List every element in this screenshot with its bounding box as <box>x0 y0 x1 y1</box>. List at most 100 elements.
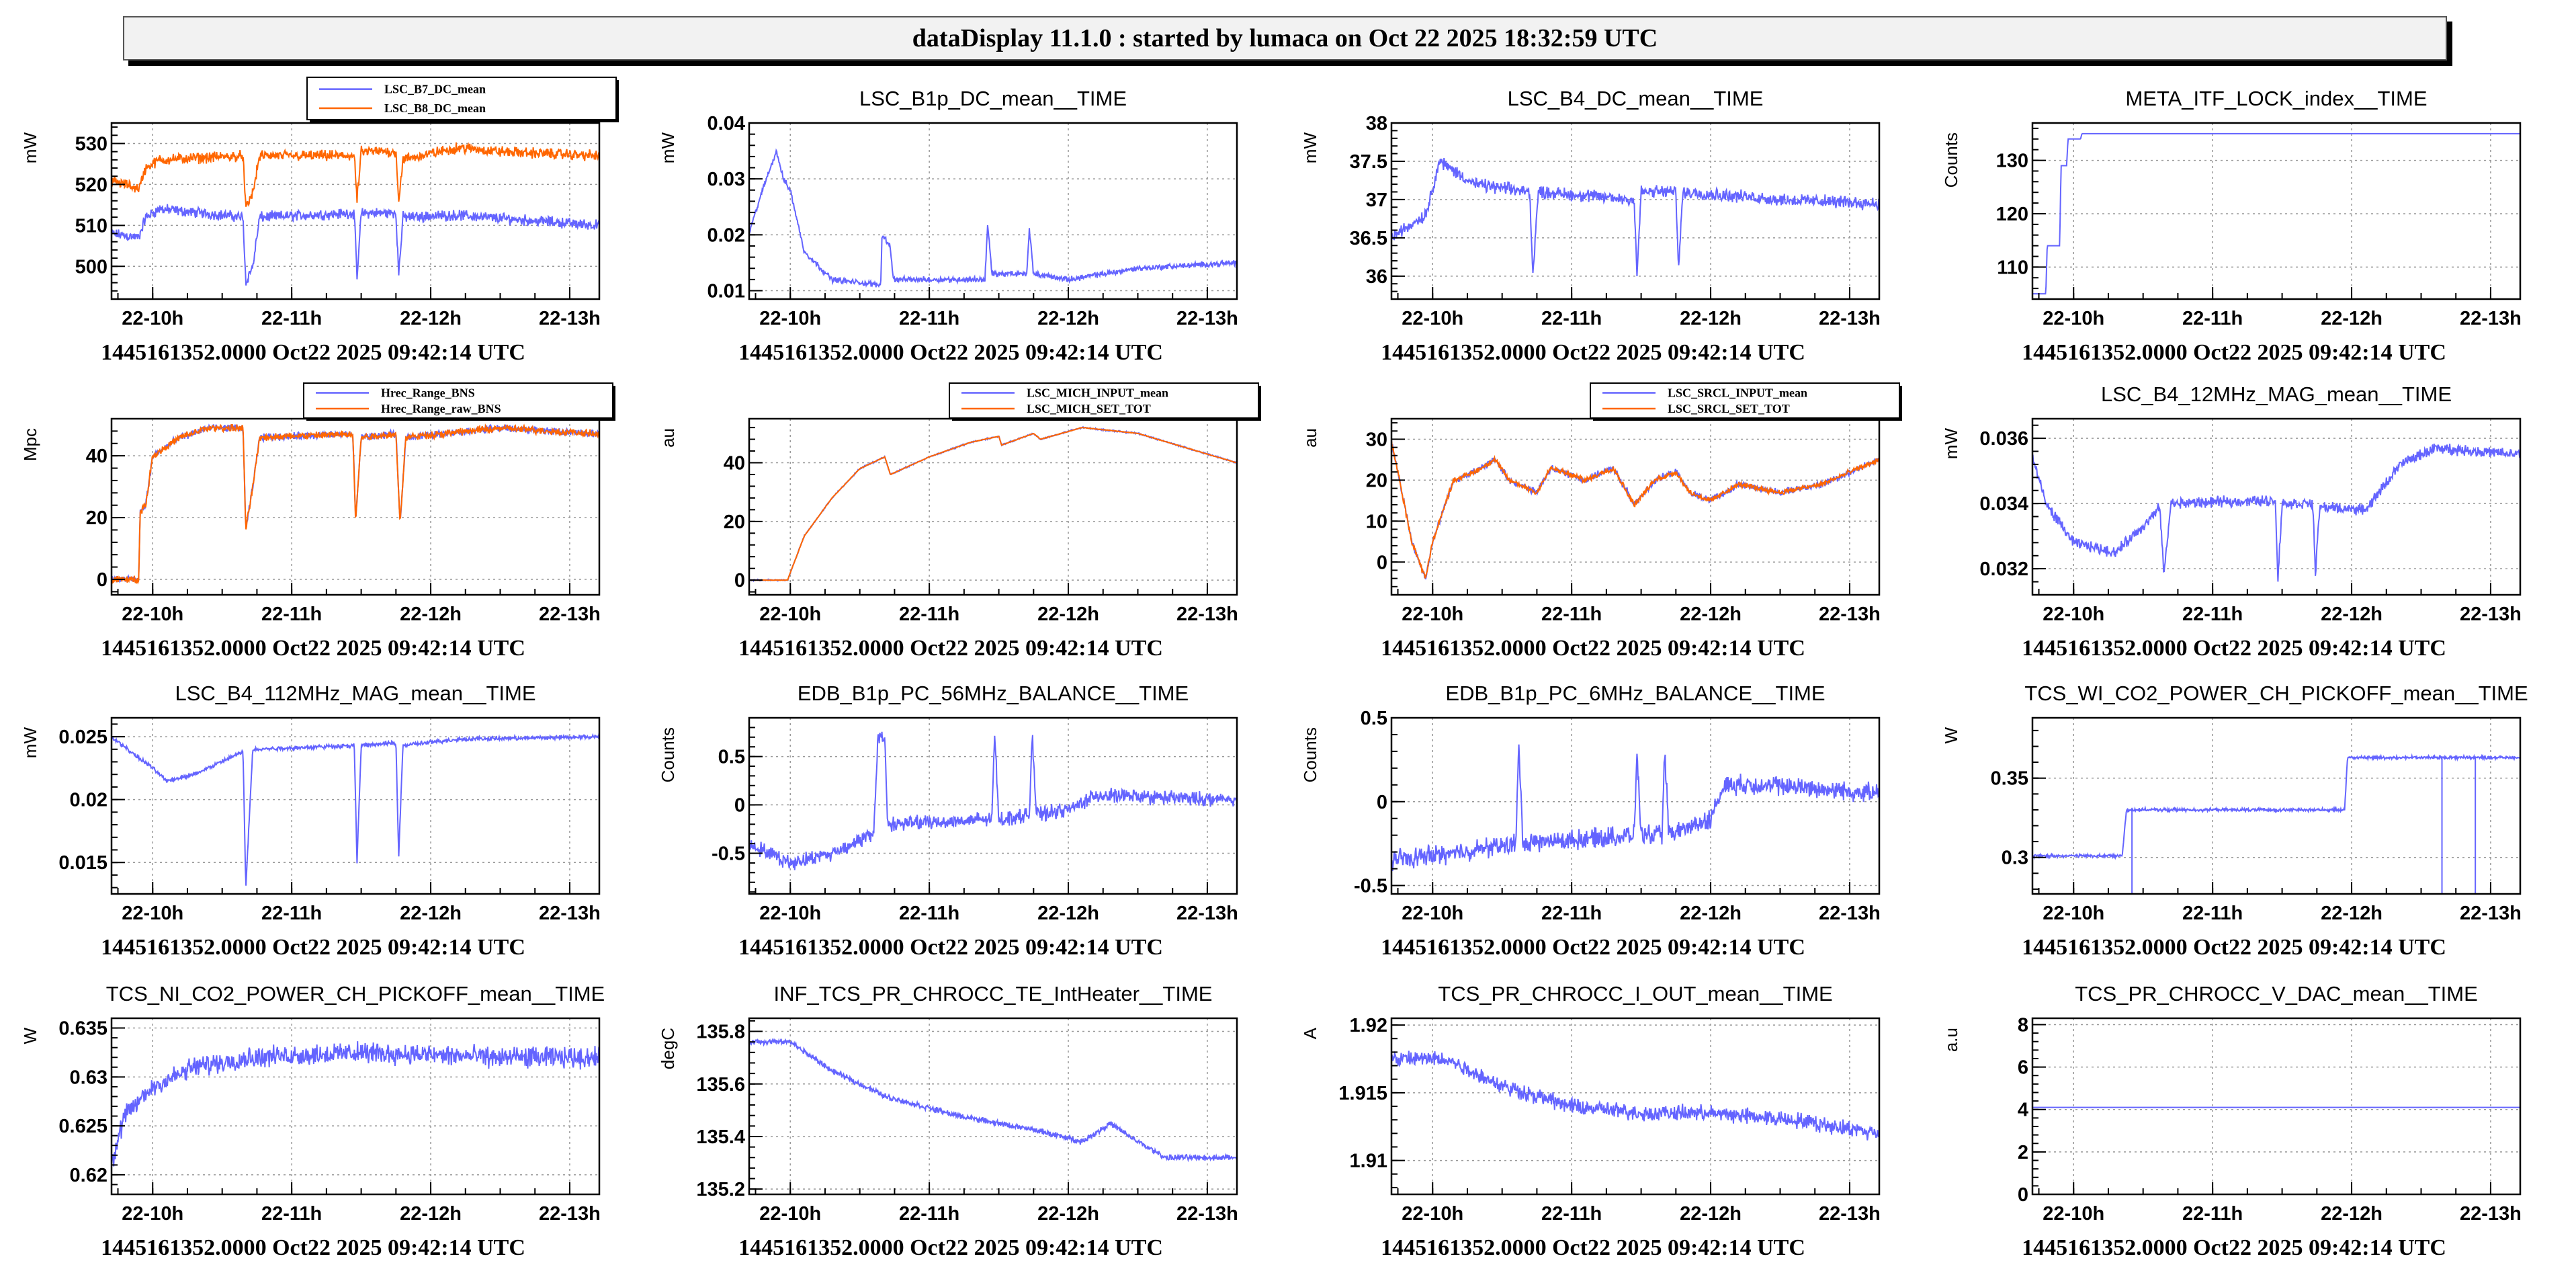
x-tick-label: 22-12h <box>400 604 462 625</box>
y-axis-label: mW <box>1941 428 1961 460</box>
series-line-lsc-srcl-set-tot <box>1391 440 1879 579</box>
y-tick-label: 0.5 <box>718 747 745 768</box>
chart-panel: 110 120 130 22-10h 22-11h 22-12h 22-13h Counts M… <box>1941 87 2522 365</box>
y-axis-label: Counts <box>1941 132 1961 188</box>
y-tick-label: 0.034 <box>1979 493 2028 515</box>
x-tick-label: 22-10h <box>759 903 821 924</box>
plot-frame <box>1390 716 1881 895</box>
x-tick-label: 22-11h <box>2182 308 2243 329</box>
x-tick-label: 22-11h <box>1541 903 1602 924</box>
legend: LSC_MICH_INPUT_mean LSC_MICH_SET_TOT <box>949 382 1261 421</box>
y-axis-label: Counts <box>1300 727 1320 782</box>
y-axis-label: A <box>1300 1027 1320 1039</box>
x-axis-caption: 1445161352.0000 Oct22 2025 09:42:14 UTC <box>1381 636 1805 661</box>
y-tick-label: 0.35 <box>1991 768 2028 790</box>
panel-title: LSC_B4_DC_mean__TIME <box>1508 87 1764 110</box>
x-tick-label: 22-11h <box>1541 604 1602 625</box>
y-tick-label: 30 <box>1366 429 1387 450</box>
y-axis-label: Counts <box>658 727 678 782</box>
x-tick-label: 22-13h <box>1176 308 1238 329</box>
chart-panel: 135.2 135.4 135.6 135.8 22-10h 22-11h 22-12h 22… <box>658 982 1238 1260</box>
x-tick-label: 22-10h <box>2043 1203 2104 1225</box>
x-tick-label: 22-11h <box>261 604 322 625</box>
series-line-edb-b1p-pc-6mhz-balance <box>1391 744 1879 872</box>
series-line-inf-tcs-pr-chrocc-te-intheater <box>749 1038 1237 1163</box>
series-line-lsc-mich-set-tot <box>749 427 1237 581</box>
y-tick-label: 8 <box>2018 1014 2028 1036</box>
plot-frame <box>110 716 601 895</box>
chart-panel: 0.01 0.02 0.03 0.04 22-10h 22-11h 22-12h 22-13h… <box>658 87 1238 365</box>
y-tick-label: 20 <box>724 511 745 533</box>
x-tick-label: 22-11h <box>899 1203 959 1225</box>
plot-frame <box>110 122 601 300</box>
plot-frame-bg <box>1391 123 1879 299</box>
y-tick-label: 20 <box>1366 470 1387 491</box>
x-axis-caption: 1445161352.0000 Oct22 2025 09:42:14 UTC <box>2022 1235 2446 1260</box>
legend-box <box>306 77 617 120</box>
x-axis-caption: 1445161352.0000 Oct22 2025 09:42:14 UTC <box>1381 935 1805 960</box>
series-line-lsc-b1p-dc-mean <box>749 148 1237 288</box>
x-tick-label: 22-10h <box>759 604 821 625</box>
plot-frame-bg <box>2032 1018 2520 1194</box>
plot-frame <box>2031 1017 2522 1196</box>
chart-panel: -0.5 0 0.5 22-10h 22-11h 22-12h 22-13h Counts ED… <box>1300 682 1881 960</box>
x-tick-label: 22-13h <box>2460 308 2522 329</box>
panel-title: LSC_B4_12MHz_MAG_mean__TIME <box>2101 382 2452 406</box>
x-tick-label: 22-12h <box>2321 1203 2382 1225</box>
x-axis-caption: 1445161352.0000 Oct22 2025 09:42:14 UTC <box>738 1235 1163 1260</box>
x-tick-label: 22-10h <box>2043 604 2104 625</box>
plot-frame-bg <box>749 718 1237 894</box>
x-tick-label: 22-10h <box>1402 1203 1463 1225</box>
chart-panel: 0 10 20 30 22-10h 22-11h 22-12h 22-13h au 1445161… <box>1300 382 1902 661</box>
x-axis-caption: 1445161352.0000 Oct22 2025 09:42:14 UTC <box>101 1235 525 1260</box>
y-tick-label: 500 <box>75 256 108 278</box>
x-axis-caption: 1445161352.0000 Oct22 2025 09:42:14 UTC <box>2022 636 2446 661</box>
series-line-lsc-b4-12mhz-mag-mean <box>2032 443 2520 582</box>
x-tick-label: 22-10h <box>759 1203 821 1225</box>
series-line-lsc-b8-dc-mean <box>112 142 599 207</box>
y-tick-label: 0.63 <box>70 1067 108 1088</box>
plot-frame <box>748 716 1238 895</box>
x-tick-label: 22-12h <box>1680 903 1742 924</box>
x-tick-label: 22-11h <box>899 903 959 924</box>
x-tick-label: 22-12h <box>400 1203 462 1225</box>
legend: LSC_SRCL_INPUT_mean LSC_SRCL_SET_TOT <box>1590 382 1902 421</box>
x-tick-label: 22-12h <box>2321 308 2382 329</box>
panel-title: TCS_NI_CO2_POWER_CH_PICKOFF_mean__TIME <box>106 982 605 1005</box>
y-tick-label: 0.036 <box>1979 428 2028 450</box>
x-tick-label: 22-11h <box>899 308 959 329</box>
x-tick-label: 22-10h <box>122 903 183 924</box>
panel-title: TCS_PR_CHROCC_I_OUT_mean__TIME <box>1438 982 1832 1005</box>
panel-title: EDB_B1p_PC_56MHz_BALANCE__TIME <box>798 682 1189 705</box>
y-tick-label: 6 <box>2018 1057 2028 1079</box>
y-tick-label: 36.5 <box>1350 228 1387 249</box>
chart-panel: 0.62 0.625 0.63 0.635 22-10h 22-11h 22-12h 22-1… <box>20 982 605 1260</box>
y-axis-label: mW <box>658 132 678 164</box>
chart-panel: 0 20 40 22-10h 22-11h 22-12h 22-13h au 144516135… <box>658 382 1261 661</box>
x-tick-label: 22-13h <box>2460 903 2522 924</box>
plot-frame <box>2031 716 2522 895</box>
y-tick-label: 0.032 <box>1979 559 2028 580</box>
x-tick-label: 22-11h <box>899 604 959 625</box>
legend-label: LSC_MICH_SET_TOT <box>1027 402 1151 415</box>
y-tick-label: 0.62 <box>70 1165 108 1186</box>
y-tick-label: 0 <box>734 570 745 591</box>
y-tick-label: 120 <box>1996 204 2028 225</box>
x-axis-caption: 1445161352.0000 Oct22 2025 09:42:14 UTC <box>1381 340 1805 365</box>
y-tick-label: 135.4 <box>696 1126 745 1148</box>
x-tick-label: 22-11h <box>2182 1203 2243 1225</box>
y-tick-label: 135.6 <box>696 1074 745 1096</box>
x-tick-label: 22-12h <box>1037 903 1099 924</box>
chart-panel: 0.015 0.02 0.025 22-10h 22-11h 22-12h 22-13h mW… <box>20 682 601 960</box>
plot-frame <box>2031 417 2522 596</box>
x-tick-label: 22-12h <box>2321 604 2382 625</box>
x-axis-caption: 1445161352.0000 Oct22 2025 09:42:14 UTC <box>2022 935 2446 960</box>
y-tick-label: 0 <box>97 569 108 591</box>
x-axis-caption: 1445161352.0000 Oct22 2025 09:42:14 UTC <box>101 340 525 365</box>
panel-title: LSC_B4_112MHz_MAG_mean__TIME <box>175 682 535 705</box>
panel-title: LSC_B1p_DC_mean__TIME <box>859 87 1127 110</box>
panel-title: META_ITF_LOCK_index__TIME <box>2125 87 2427 110</box>
x-tick-label: 22-11h <box>1541 1203 1602 1225</box>
y-tick-label: 0.01 <box>707 281 745 302</box>
